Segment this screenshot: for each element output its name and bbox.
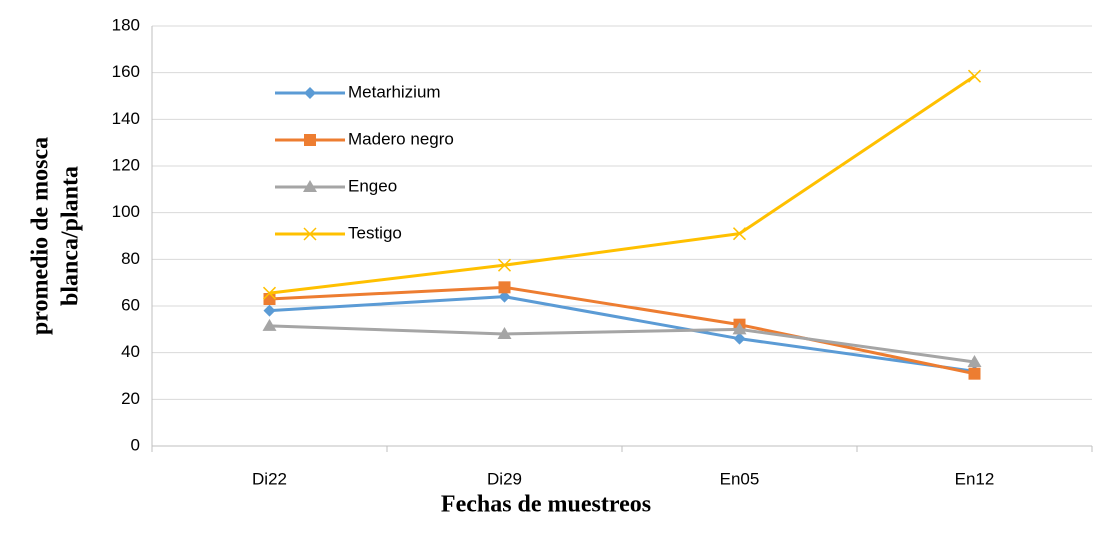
- x-axis-title: Fechas de muestreos: [441, 492, 651, 518]
- marker: [968, 367, 981, 380]
- x-tick-label: Di22: [252, 469, 287, 488]
- marker: [967, 355, 982, 367]
- y-tick-label: 80: [121, 249, 140, 268]
- series-line: [269, 295, 975, 373]
- y-tick-label: 120: [112, 155, 140, 174]
- series-line: [269, 74, 976, 295]
- marker: [967, 69, 982, 83]
- y-tick-label: 180: [112, 15, 140, 34]
- marker: [303, 227, 317, 241]
- marker: [498, 281, 511, 294]
- y-tick-label: 40: [121, 342, 140, 361]
- marker: [498, 290, 511, 303]
- y-axis-title: blanca/planta: [58, 166, 84, 306]
- marker: [303, 180, 317, 192]
- x-tick-label: En05: [720, 469, 760, 488]
- y-tick-label: 160: [112, 62, 140, 81]
- legend-label: Metarhizium: [348, 82, 441, 101]
- x-tick-label: Di29: [487, 469, 522, 488]
- y-tick-label: 100: [112, 202, 140, 221]
- marker: [262, 286, 277, 300]
- y-tick-label: 140: [112, 109, 140, 128]
- series-line: [269, 324, 975, 364]
- marker: [263, 304, 276, 317]
- marker: [733, 332, 746, 345]
- y-tick-label: 60: [121, 295, 140, 314]
- marker: [732, 322, 747, 335]
- legend-label: Testigo: [348, 223, 402, 242]
- y-tick-label: 0: [131, 435, 140, 454]
- y-axis-title: promedio de mosca: [28, 137, 54, 335]
- x-tick-label: En12: [955, 469, 995, 488]
- marker: [732, 227, 747, 241]
- legend-label: Madero negro: [348, 129, 454, 148]
- legend-label: Engeo: [348, 176, 397, 195]
- marker: [263, 293, 276, 305]
- marker: [497, 258, 512, 272]
- marker: [497, 327, 512, 339]
- marker: [262, 318, 277, 331]
- marker: [304, 87, 316, 99]
- series-line: [269, 285, 975, 376]
- y-tick-label: 20: [121, 389, 140, 408]
- marker: [304, 134, 316, 146]
